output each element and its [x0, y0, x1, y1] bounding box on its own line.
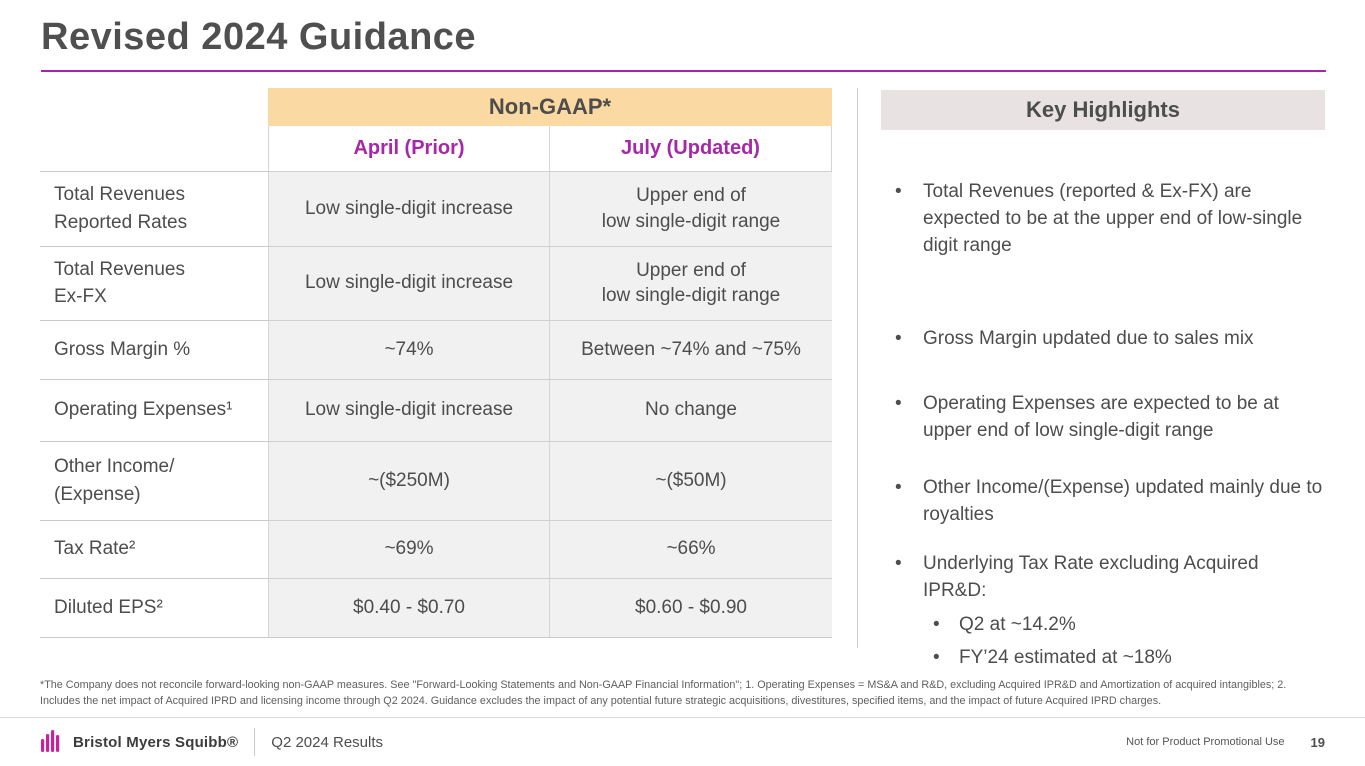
- cell-april: ~($250M): [268, 440, 549, 520]
- list-item: Gross Margin updated due to sales mix: [881, 325, 1325, 352]
- list-item: Q2 at ~14.2%: [923, 611, 1325, 638]
- cell-april: ~74%: [268, 319, 549, 379]
- sub-highlight-text: Q2 at ~14.2%: [959, 613, 1076, 635]
- cell-april: Low single-digit increase: [268, 170, 549, 246]
- highlight-text: Total Revenues (reported & Ex-FX) are ex…: [923, 180, 1303, 256]
- highlight-text: Other Income/(Expense) updated mainly du…: [923, 476, 1323, 525]
- list-item: Other Income/(Expense) updated mainly du…: [881, 474, 1325, 528]
- list-item: Underlying Tax Rate excluding Acquired I…: [881, 550, 1325, 677]
- bms-logo-icon: [40, 729, 64, 755]
- row-label-gross-margin: Gross Margin %: [40, 319, 268, 379]
- bullet-icon: [881, 390, 923, 444]
- highlight-with-sublist: Underlying Tax Rate excluding Acquired I…: [923, 550, 1325, 677]
- guidance-table-section: Non-GAAP* April (Prior) July (Updated) T…: [40, 87, 832, 638]
- bullet-icon: [881, 325, 923, 352]
- row-label-total-revenues-reported: Total Revenues Reported Rates: [40, 170, 268, 246]
- row-label-tax-rate: Tax Rate²: [40, 519, 268, 578]
- cell-july: ~66%: [549, 519, 832, 578]
- promo-notice: Not for Product Promotional Use: [1126, 736, 1285, 749]
- cell-april: Low single-digit increase: [268, 245, 549, 320]
- key-highlights-section: Key Highlights Total Revenues (reported …: [881, 88, 1325, 677]
- bullet-icon: [923, 644, 959, 671]
- column-header-april: April (Prior): [268, 125, 549, 171]
- cell-july: ~($50M): [549, 440, 832, 520]
- title-divider: [41, 69, 1326, 72]
- brand-block: Bristol Myers Squibb®: [40, 729, 238, 755]
- row-label-operating-expenses: Operating Expenses¹: [40, 378, 268, 441]
- cell-april: $0.40 - $0.70: [268, 577, 549, 638]
- non-gaap-group-header: Non-GAAP*: [268, 87, 832, 126]
- cell-july: No change: [549, 378, 832, 441]
- bullet-icon: [881, 178, 923, 259]
- list-item: Total Revenues (reported & Ex-FX) are ex…: [881, 178, 1325, 259]
- row-label-other-income-expense: Other Income/ (Expense): [40, 440, 268, 520]
- list-item: FY’24 estimated at ~18%: [923, 644, 1325, 671]
- slide-header: Revised 2024 Guidance: [0, 0, 1365, 72]
- guidance-table: Non-GAAP* April (Prior) July (Updated) T…: [40, 87, 832, 638]
- page-number: 19: [1310, 734, 1325, 750]
- footer-divider: [254, 728, 256, 757]
- cell-april: ~69%: [268, 519, 549, 578]
- key-highlights-list: Total Revenues (reported & Ex-FX) are ex…: [881, 178, 1325, 677]
- bullet-icon: [881, 550, 923, 677]
- highlight-text: Operating Expenses are expected to be at…: [923, 392, 1279, 441]
- cell-july: Upper end of low single-digit range: [549, 245, 832, 320]
- page-title: Revised 2024 Guidance: [41, 16, 477, 58]
- table-corner-spacer: [40, 126, 268, 171]
- key-highlights-header: Key Highlights: [881, 89, 1325, 130]
- cell-july: Upper end of low single-digit range: [549, 170, 832, 246]
- slide-footer: Bristol Myers Squibb® Q2 2024 Results No…: [0, 717, 1365, 766]
- presentation-name: Q2 2024 Results: [271, 733, 384, 751]
- table-corner-spacer: [40, 88, 268, 126]
- row-label-diluted-eps: Diluted EPS²: [40, 577, 268, 638]
- cell-july: $0.60 - $0.90: [549, 577, 832, 638]
- sub-bullet-list: Q2 at ~14.2% FY’24 estimated at ~18%: [923, 611, 1325, 671]
- brand-name: Bristol Myers Squibb®: [73, 733, 239, 751]
- cell-april: Low single-digit increase: [268, 378, 549, 441]
- cell-july: Between ~74% and ~75%: [549, 319, 832, 379]
- column-header-july: July (Updated): [549, 125, 832, 171]
- row-label-total-revenues-exfx: Total Revenues Ex-FX: [40, 245, 268, 320]
- highlight-text: Gross Margin updated due to sales mix: [923, 327, 1254, 349]
- content: Non-GAAP* April (Prior) July (Updated) T…: [0, 72, 1365, 677]
- footnote: *The Company does not reconcile forward-…: [40, 678, 1287, 707]
- sub-highlight-text: FY’24 estimated at ~18%: [959, 646, 1172, 668]
- bullet-icon: [923, 611, 959, 638]
- highlight-text: Underlying Tax Rate excluding Acquired I…: [923, 552, 1259, 601]
- section-divider: [857, 87, 858, 648]
- list-item: Operating Expenses are expected to be at…: [881, 390, 1325, 444]
- bullet-icon: [881, 474, 923, 528]
